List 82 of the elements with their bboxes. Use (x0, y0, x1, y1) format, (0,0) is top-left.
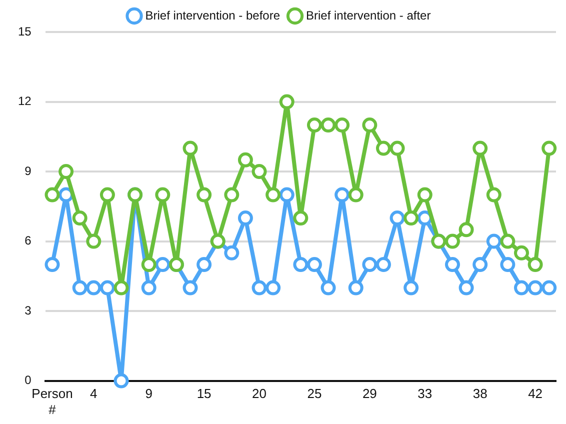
point (390, 140, 405, 156)
point (404, 210, 419, 226)
point (266, 187, 281, 202)
point (100, 187, 115, 202)
point (155, 187, 170, 202)
point (417, 187, 432, 202)
point (376, 140, 391, 156)
point (114, 373, 129, 388)
legend-label: Brief intervention - after (306, 8, 431, 22)
y-tick-label: 9 (24, 164, 32, 178)
point (348, 187, 364, 202)
point (320, 118, 336, 133)
y-tick-label: 15 (18, 24, 32, 38)
point (224, 245, 240, 260)
point (266, 280, 281, 296)
point (224, 187, 240, 202)
point (334, 187, 350, 202)
x-tick-label: 29 (362, 386, 377, 402)
point (155, 257, 170, 272)
point (182, 280, 198, 296)
point (252, 164, 267, 180)
point (306, 118, 322, 133)
x-tick-label: 9 (145, 386, 152, 402)
point (306, 257, 322, 272)
point (542, 140, 557, 156)
point (472, 257, 488, 272)
point (472, 140, 488, 156)
point (86, 280, 102, 296)
point (196, 187, 212, 202)
point (238, 152, 253, 168)
point (348, 280, 364, 296)
point (58, 164, 74, 180)
point (500, 234, 516, 249)
point (444, 257, 460, 272)
point (238, 210, 253, 226)
point (141, 257, 156, 272)
point (44, 257, 60, 272)
point (252, 280, 267, 296)
y-tick-label: 12 (18, 94, 32, 108)
y-tick-label: 6 (24, 234, 32, 248)
x-tick-label: 33 (418, 386, 432, 402)
point (444, 234, 460, 249)
point (141, 280, 156, 296)
point (279, 187, 294, 202)
x-tick-label: 20 (252, 386, 267, 402)
point (293, 210, 308, 226)
point (196, 257, 212, 272)
point (514, 245, 529, 260)
point (182, 140, 198, 156)
x-tick-label: 42 (528, 386, 543, 402)
y-tick-label: 0 (24, 373, 32, 388)
point (542, 280, 557, 296)
point (500, 257, 516, 272)
x-tick-label: 15 (196, 386, 212, 402)
point (72, 280, 88, 296)
point (390, 210, 405, 226)
legend-label: Brief intervention - before (145, 8, 280, 22)
x-tick-label: 38 (472, 386, 488, 402)
point (293, 257, 308, 272)
point (528, 257, 543, 272)
point (486, 187, 502, 202)
point (458, 222, 474, 238)
x-tick-label: 4 (90, 386, 98, 402)
point (44, 187, 60, 202)
x-tick-label: 25 (307, 386, 322, 402)
point (100, 280, 115, 296)
point (86, 234, 102, 249)
point (528, 280, 543, 296)
point (486, 234, 502, 249)
x-tick-label: Person # (32, 386, 73, 417)
point (114, 280, 129, 296)
point (72, 210, 88, 226)
point (279, 94, 294, 110)
point (362, 118, 378, 133)
point (362, 257, 378, 272)
point (334, 118, 350, 133)
point (376, 257, 391, 272)
y-tick-label: 3 (24, 303, 32, 318)
point (514, 280, 529, 296)
point (404, 280, 419, 296)
point (458, 280, 474, 296)
point (320, 280, 336, 296)
